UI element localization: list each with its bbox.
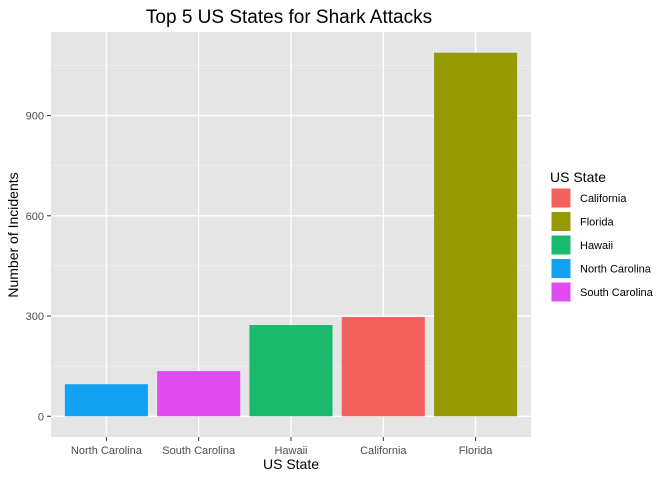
x-tick-label: Florida (459, 445, 494, 457)
legend-label: Hawaii (580, 240, 613, 252)
x-axis: North Carolina South Carolina Hawaii Califo… (71, 437, 493, 457)
bar (157, 371, 241, 417)
legend-swatch (550, 234, 572, 256)
bars (64, 52, 518, 417)
chart-title: Top 5 US States for Shark Attacks (146, 7, 432, 28)
y-tick-label: 0 (38, 411, 44, 423)
x-tick-label: South Carolina (162, 445, 236, 457)
x-tick-label: North Carolina (71, 445, 143, 457)
y-tick-label: 300 (26, 311, 44, 323)
legend-label: California (580, 193, 627, 205)
y-axis-title: Number of Incidents (5, 172, 21, 297)
legend-label: Florida (580, 217, 615, 229)
y-tick-label: 900 (26, 111, 44, 123)
legend-swatch (550, 211, 572, 232)
bar (249, 325, 333, 417)
x-axis-title: US State (263, 456, 319, 472)
legend: US State California Florida Hawaii North Ca… (550, 169, 654, 303)
y-tick-label: 600 (26, 211, 44, 223)
legend-label: North Carolina (580, 264, 652, 276)
legend-swatch (550, 281, 572, 303)
bar (434, 52, 518, 417)
bar (341, 317, 425, 417)
x-tick-label: Hawaii (274, 445, 307, 457)
legend-label: South Carolina (580, 287, 654, 299)
x-tick-label: California (360, 445, 407, 457)
legend-title: US State (550, 169, 606, 185)
bar (64, 384, 148, 417)
y-axis: 0 300 600 900 (26, 111, 51, 423)
legend-swatch (550, 187, 572, 209)
legend-swatch (550, 258, 572, 279)
